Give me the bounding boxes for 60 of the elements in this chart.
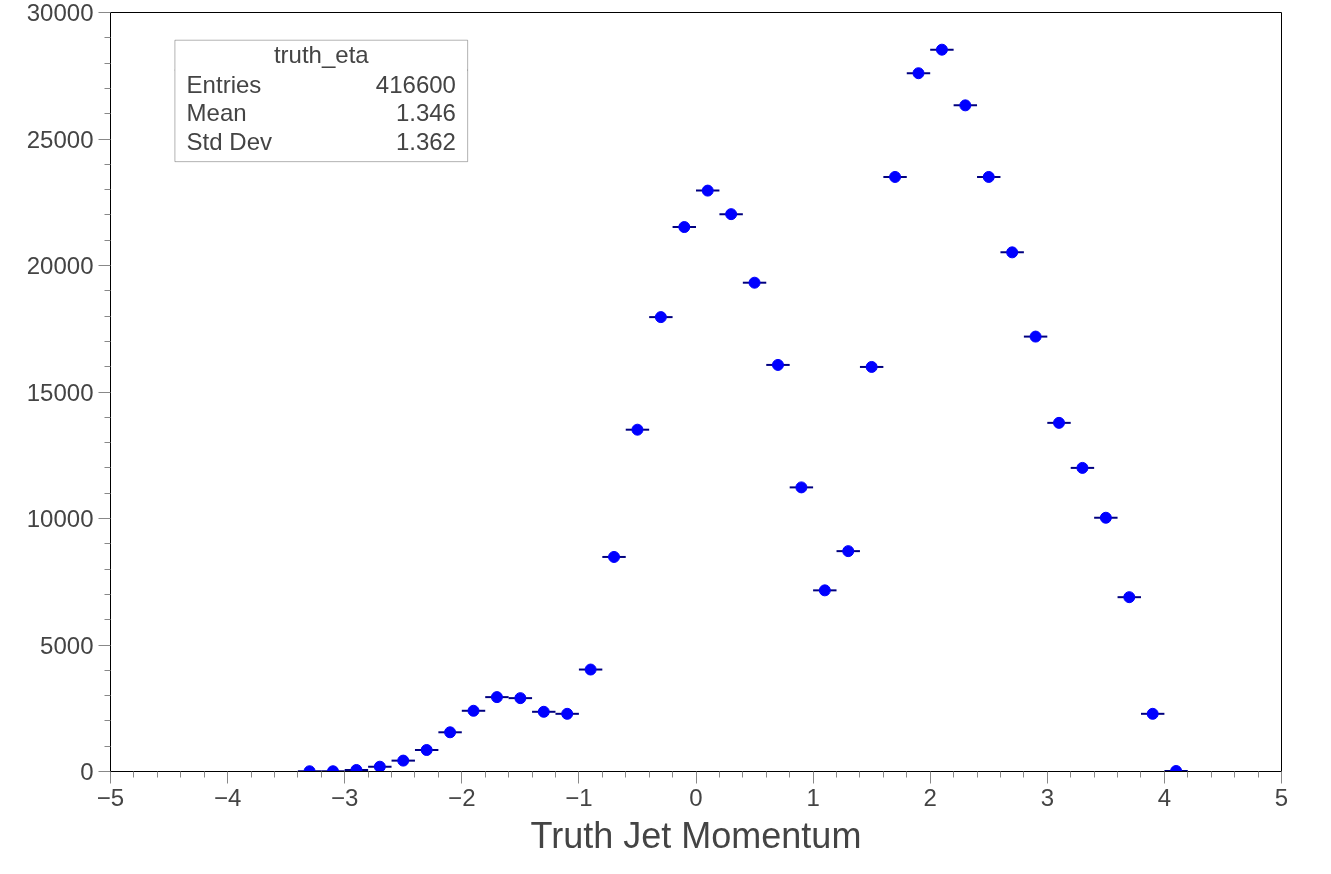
annotation: 1.346 — [395, 99, 456, 127]
point — [1053, 416, 1066, 429]
point — [725, 208, 738, 221]
point — [959, 99, 972, 112]
point — [1076, 461, 1089, 474]
point — [397, 754, 410, 767]
point — [795, 481, 808, 494]
point — [771, 358, 784, 371]
x-tick-label: 1 — [806, 783, 820, 811]
annotation: Mean — [186, 99, 247, 127]
x-tick-label: −3 — [331, 783, 359, 811]
point — [584, 663, 597, 676]
point — [1146, 707, 1159, 720]
y-tick-label: 10000 — [26, 505, 94, 532]
x-tick-label: −5 — [96, 783, 125, 811]
point — [818, 584, 831, 597]
x-tick-label: 4 — [1157, 783, 1172, 811]
point — [982, 170, 995, 183]
point — [654, 311, 667, 324]
annotation: 1.362 — [395, 127, 456, 155]
point — [865, 360, 878, 373]
y-tick-label: 20000 — [26, 252, 94, 279]
point — [420, 744, 433, 756]
point — [1123, 591, 1136, 604]
point — [889, 170, 902, 183]
x-tick-label: 0 — [689, 783, 703, 811]
point — [701, 184, 714, 197]
annotation: 416600 — [375, 70, 456, 98]
x-tick-label: −2 — [448, 783, 476, 811]
point — [467, 704, 480, 717]
point — [631, 423, 644, 436]
y-tick-label: 0 — [80, 758, 94, 785]
y-tick-label: 25000 — [26, 125, 94, 153]
x-tick-label: 3 — [1040, 783, 1054, 811]
x-tick-label: 2 — [923, 783, 937, 811]
y-tick-label: 30000 — [26, 0, 94, 26]
annotation: truth_eta — [273, 40, 370, 68]
point — [561, 707, 574, 720]
point — [842, 545, 855, 558]
point — [608, 550, 621, 563]
point — [514, 692, 527, 705]
annotation: Std Dev — [186, 127, 272, 155]
point — [748, 276, 761, 289]
y-tick-label: 5000 — [40, 631, 94, 659]
y-tick-label: 15000 — [26, 378, 94, 406]
point — [1006, 246, 1019, 259]
point — [490, 691, 503, 704]
point — [1099, 511, 1112, 524]
point — [912, 67, 925, 80]
point — [373, 760, 386, 772]
point — [935, 43, 948, 56]
x-tick-label: −1 — [565, 783, 593, 811]
annotation: Entries — [186, 70, 262, 98]
x-axis-title: Truth Jet Momentum — [530, 814, 862, 856]
point — [1029, 330, 1042, 343]
point — [537, 705, 550, 718]
x-tick-label: 5 — [1274, 783, 1289, 811]
point — [678, 221, 691, 234]
x-tick-label: −4 — [213, 783, 242, 811]
point — [444, 726, 457, 739]
